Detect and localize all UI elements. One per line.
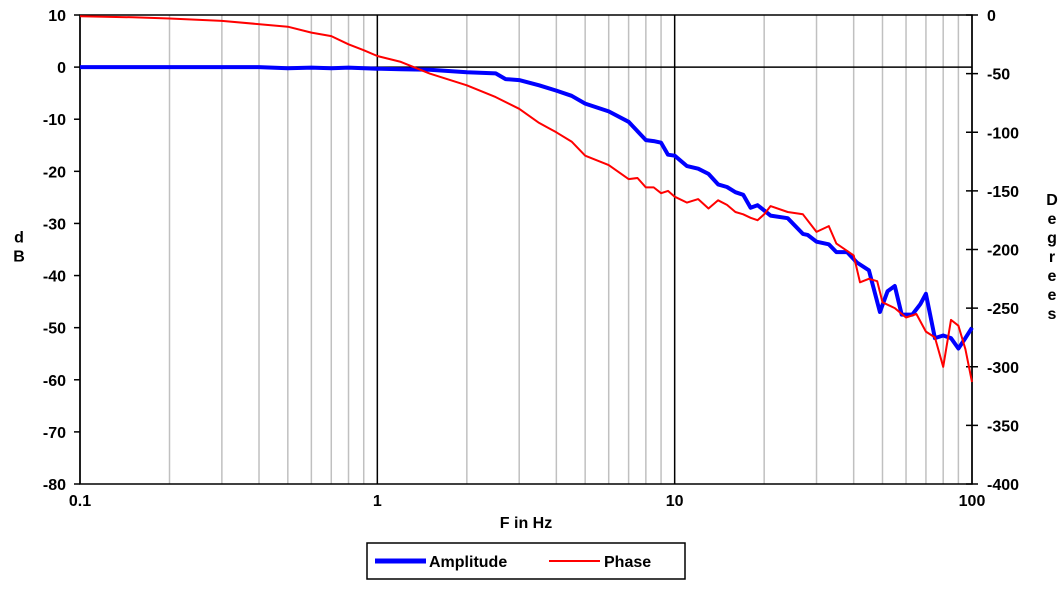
y-axis-label-char: B	[13, 249, 25, 266]
series-line-phase	[79, 15, 973, 383]
y-tick-label: -70	[43, 425, 66, 442]
y2-tick-label: -50	[987, 67, 1010, 84]
y2-axis-label-char: g	[1047, 230, 1057, 247]
x-tick-label: 10	[666, 493, 684, 510]
y-axis-label-char: d	[14, 230, 24, 247]
x-tick-label: 1	[373, 493, 382, 510]
y2-axis-label-char: e	[1048, 287, 1057, 304]
y-tick-label: -80	[43, 477, 66, 494]
major-grid	[79, 15, 973, 484]
minor-grid	[168, 15, 960, 484]
y2-tick-label: -250	[987, 301, 1019, 318]
y2-axis-label-char: e	[1048, 211, 1057, 228]
y2-tick-label: -350	[987, 418, 1019, 435]
y2-axis-label-char: s	[1048, 306, 1057, 323]
legend-label-phase: Phase	[604, 554, 651, 571]
legend-label-amplitude: Amplitude	[429, 554, 507, 571]
y-tick-label: -40	[43, 269, 66, 286]
y-tick-label: -10	[43, 112, 66, 129]
series-lines	[79, 15, 974, 383]
y2-tick-label: 0	[987, 8, 996, 25]
y2-axis-label-char: r	[1049, 249, 1055, 266]
y-tick-label: 0	[57, 60, 66, 77]
y2-tick-label: -200	[987, 243, 1019, 260]
y2-axis-label-char: D	[1046, 192, 1058, 209]
y-axis-label: dB	[13, 230, 25, 266]
y-tick-label: -20	[43, 164, 66, 181]
plot-area-border	[79, 14, 973, 485]
y2-tick-label: -400	[987, 477, 1019, 494]
y-tick-label: -60	[43, 373, 66, 390]
y2-tick-label: -150	[987, 184, 1019, 201]
y-tick-label: -50	[43, 321, 66, 338]
y-tick-label: 10	[48, 8, 66, 25]
series-line-amplitude	[80, 65, 974, 351]
legend: Amplitude Phase	[366, 542, 686, 580]
x-axis-label: F in Hz	[500, 515, 552, 532]
y-axis-tick-labels: 10 0 -10 -20 -30 -40 -50 -60 -70 -80	[43, 8, 80, 494]
y2-tick-label: -100	[987, 125, 1019, 142]
y-tick-label: -30	[43, 216, 66, 233]
y2-axis-tick-labels: 0 -50 -100 -150 -200 -250 -300 -350 -400	[966, 8, 1019, 494]
y2-tick-label: -300	[987, 360, 1019, 377]
y2-axis-label-char: e	[1048, 268, 1057, 285]
x-tick-label: 0.1	[69, 493, 91, 510]
x-tick-label: 100	[959, 493, 986, 510]
x-axis-tick-labels: 0.1 1 10 100	[69, 493, 986, 510]
